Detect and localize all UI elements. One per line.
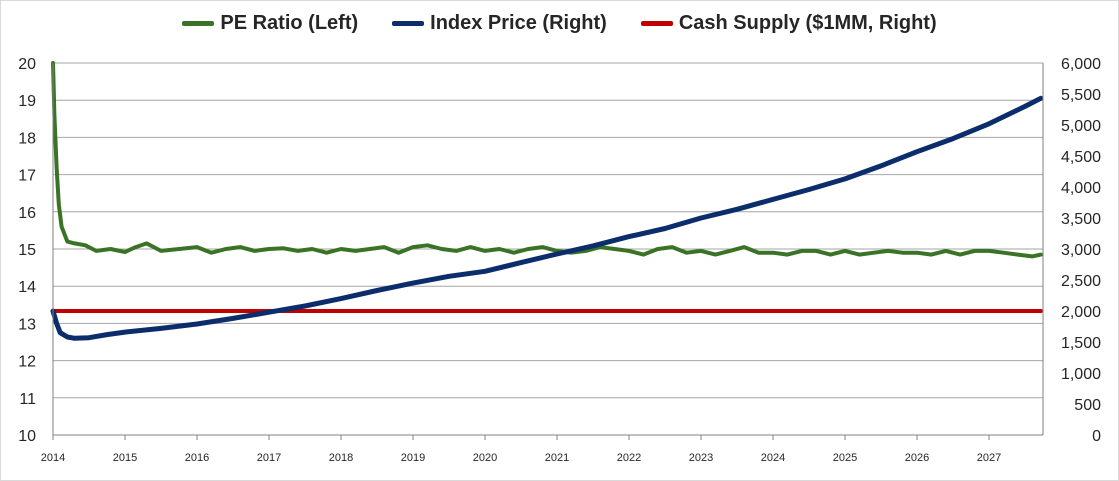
- legend: PE Ratio (Left) Index Price (Right) Cash…: [0, 12, 1119, 35]
- right-axis: 0 500 1,000 1,500 2,000 2,500 3,000 3,500 4,000 4…: [1042, 56, 1101, 445]
- x-tick-label: 2015: [113, 452, 137, 464]
- right-tick-label: 3,500: [1061, 211, 1101, 228]
- legend-entry-index-price: Index Price (Right): [392, 12, 607, 35]
- x-tick-label: 2020: [473, 452, 497, 464]
- left-tick-label: 10: [18, 428, 36, 445]
- right-tick-label: 0: [1092, 428, 1101, 445]
- x-tick-label: 2014: [41, 452, 65, 464]
- legend-entry-pe-ratio: PE Ratio (Left): [182, 12, 358, 35]
- x-tick-label: 2027: [977, 452, 1001, 464]
- left-tick-label: 19: [18, 93, 36, 110]
- x-tick-label: 2026: [905, 452, 929, 464]
- legend-swatch-cash-supply: [640, 21, 673, 26]
- left-tick-label: 15: [18, 242, 36, 259]
- legend-swatch-pe-ratio: [182, 21, 215, 26]
- left-tick-label: 16: [18, 205, 36, 222]
- right-tick-label: 4,000: [1061, 180, 1101, 197]
- index-price-line: [50, 95, 1044, 341]
- legend-label-pe-ratio: PE Ratio (Left): [220, 12, 359, 34]
- x-tick-label: 2022: [617, 452, 641, 464]
- x-tick-label: 2016: [185, 452, 209, 464]
- x-tick-label: 2023: [689, 452, 713, 464]
- right-tick-label: 5,500: [1061, 87, 1101, 104]
- x-tick-label: 2019: [401, 452, 425, 464]
- right-tick-label: 3,000: [1061, 242, 1101, 259]
- right-tick-label: 2,000: [1061, 304, 1101, 321]
- left-tick-label: 20: [18, 56, 36, 73]
- x-axis: 2014 2015 2016 2017 2018 2019 2020 2021 2022 2023…: [41, 434, 1043, 464]
- series-lines: [50, 61, 1044, 341]
- left-tick-label: 18: [18, 130, 36, 147]
- legend-swatch-index-price: [392, 21, 425, 26]
- right-tick-label: 1,500: [1061, 335, 1101, 352]
- legend-label-cash-supply: Cash Supply ($1MM, Right): [678, 12, 937, 34]
- left-tick-label: 14: [18, 279, 36, 296]
- right-tick-label: 4,500: [1061, 149, 1101, 166]
- right-tick-label: 500: [1074, 397, 1101, 414]
- x-tick-label: 2021: [545, 452, 569, 464]
- left-tick-label: 13: [18, 316, 36, 333]
- left-tick-label: 17: [18, 168, 36, 185]
- x-tick-label: 2018: [329, 452, 353, 464]
- left-tick-label: 12: [18, 354, 36, 371]
- x-tick-label: 2024: [761, 452, 785, 464]
- legend-entry-cash-supply: Cash Supply ($1MM, Right): [640, 12, 937, 35]
- pe-ratio-line: [51, 61, 1043, 259]
- x-tick-label: 2025: [833, 452, 857, 464]
- left-tick-label: 11: [19, 391, 36, 408]
- right-tick-label: 1,000: [1061, 366, 1101, 383]
- right-tick-label: 2,500: [1061, 273, 1101, 290]
- x-tick-label: 2017: [257, 452, 281, 464]
- legend-label-index-price: Index Price (Right): [430, 12, 607, 34]
- right-tick-label: 5,000: [1061, 118, 1101, 135]
- left-axis: 10 11 12 13 14 15 16 17 18 19 20: [18, 56, 54, 445]
- right-tick-label: 6,000: [1061, 56, 1101, 73]
